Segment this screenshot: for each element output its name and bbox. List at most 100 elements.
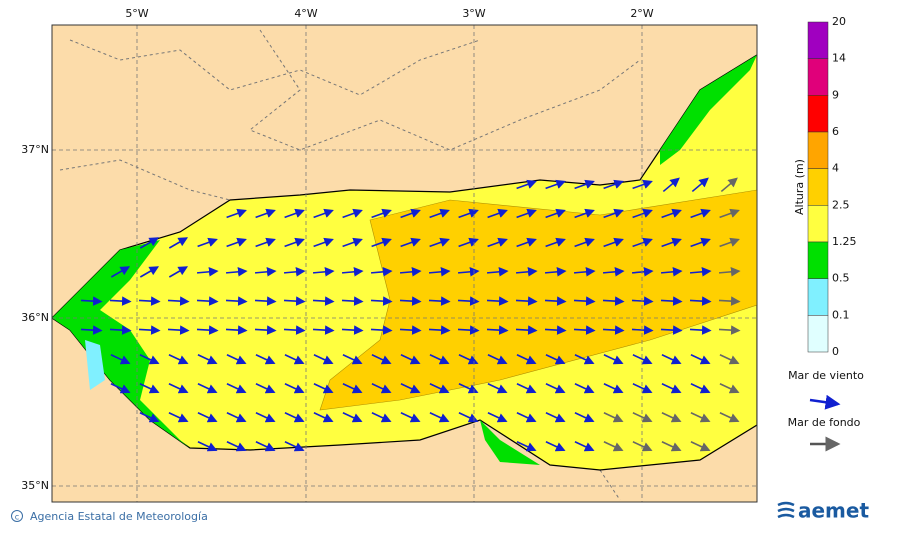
- wave-arrow: [429, 412, 450, 423]
- wave-arrow: [516, 383, 537, 394]
- wave-arrow: [341, 325, 364, 335]
- wave-arrow: [312, 325, 335, 335]
- wave-arrow: [283, 296, 306, 306]
- wave-arrow: [487, 237, 508, 248]
- wave-arrow: [400, 237, 421, 248]
- wave-arrow: [428, 267, 451, 277]
- wave-arrow: [661, 354, 682, 365]
- wave-arrow: [718, 267, 741, 277]
- wave-arrow: [631, 325, 654, 335]
- wave-arrow: [342, 383, 363, 394]
- zone-green: [52, 240, 190, 448]
- wave-arrow: [574, 237, 595, 248]
- wave-arrow: [457, 325, 480, 335]
- wave-arrow: [690, 383, 711, 394]
- wave-arrow: [139, 412, 160, 423]
- wave-arrow: [341, 296, 364, 306]
- wave-arrow: [313, 237, 334, 248]
- wave-arrow: [429, 383, 450, 394]
- wave-arrow: [399, 296, 422, 306]
- wave-arrow: [226, 208, 247, 219]
- colorbar-band: [807, 21, 829, 59]
- wave-arrow: [603, 383, 624, 394]
- wave-arrow: [691, 177, 709, 193]
- wave-arrow: [283, 325, 306, 335]
- wave-arrow: [400, 383, 421, 394]
- wave-arrow: [371, 412, 392, 423]
- wave-arrow: [632, 179, 653, 190]
- wave-arrow: [284, 208, 305, 219]
- wave-arrow: [632, 383, 653, 394]
- wave-arrow: [370, 267, 393, 277]
- wave-arrow: [719, 354, 740, 365]
- zone-cyan: [85, 340, 105, 390]
- lat-label: 35°N: [21, 479, 49, 492]
- wave-arrow: [167, 325, 190, 335]
- wave-arrow: [516, 237, 537, 248]
- colorbar-band: [807, 205, 829, 243]
- wave-arrow: [168, 412, 189, 423]
- wave-arrow: [545, 441, 566, 452]
- wave-arrow: [486, 296, 509, 306]
- wave-arrow: [371, 354, 392, 365]
- wave-arrow: [168, 237, 189, 249]
- wave-arrow: [138, 325, 161, 335]
- wave-arrow: [313, 208, 334, 219]
- legend-label: Mar de viento: [788, 369, 864, 382]
- wave-arrow: [719, 412, 740, 423]
- wave-arrow: [602, 267, 625, 277]
- wave-arrow: [255, 237, 276, 248]
- wave-arrow: [399, 267, 422, 277]
- wave-arrow: [429, 354, 450, 365]
- wave-arrow: [428, 325, 451, 335]
- wave-arrow: [255, 208, 276, 219]
- wave-arrow: [516, 179, 537, 190]
- wave-arrow: [197, 412, 218, 423]
- colorbar-band: [807, 315, 829, 353]
- wave-arrow: [516, 412, 537, 423]
- wave-arrow: [342, 208, 363, 219]
- copyright-c: c: [15, 513, 19, 522]
- wave-arrow: [690, 441, 711, 452]
- wave-arrow: [428, 296, 451, 306]
- wave-arrow: [225, 296, 248, 306]
- wave-arrow: [458, 237, 479, 248]
- wave-arrow: [487, 412, 508, 423]
- colorbar-band: [807, 278, 829, 316]
- colorbar-label: 0: [832, 345, 839, 358]
- wave-arrow: [284, 354, 305, 365]
- wave-arrow: [371, 208, 392, 219]
- wave-arrow: [342, 412, 363, 423]
- wave-arrow: [661, 441, 682, 452]
- wave-arrow: [603, 237, 624, 248]
- lon-label: 4°W: [294, 7, 317, 20]
- lon-labels: 5°W 4°W 3°W 2°W: [125, 7, 653, 20]
- lat-labels: 37°N 36°N 35°N: [21, 143, 49, 492]
- wave-arrow: [573, 267, 596, 277]
- lon-label: 2°W: [630, 7, 653, 20]
- wave-arrow: [457, 267, 480, 277]
- wave-arrow: [371, 383, 392, 394]
- wave-arrow: [168, 383, 189, 394]
- legend-label: Mar de fondo: [788, 416, 861, 429]
- wave-arrow: [80, 296, 103, 306]
- lat-label: 36°N: [21, 311, 49, 324]
- wave-arrow: [197, 237, 218, 248]
- wave-arrow: [544, 325, 567, 335]
- colorbar-label: 4: [832, 162, 839, 175]
- wave-arrow: [661, 412, 682, 423]
- wave-arrow: [196, 296, 219, 306]
- credit: Agencia Estatal de Meteorología: [30, 510, 208, 523]
- wave-arrow: [255, 412, 276, 423]
- colorbar-label: 20: [832, 15, 846, 28]
- wave-arrow: [603, 412, 624, 423]
- wave-arrow: [139, 354, 160, 365]
- wave-arrow: [544, 267, 567, 277]
- lon-label: 5°W: [125, 7, 148, 20]
- zone-green: [660, 55, 757, 165]
- wave-arrow: [573, 325, 596, 335]
- wave-arrow: [80, 325, 103, 335]
- wave-arrow: [545, 208, 566, 219]
- wave-arrow: [515, 267, 538, 277]
- wave-arrow: [226, 412, 247, 423]
